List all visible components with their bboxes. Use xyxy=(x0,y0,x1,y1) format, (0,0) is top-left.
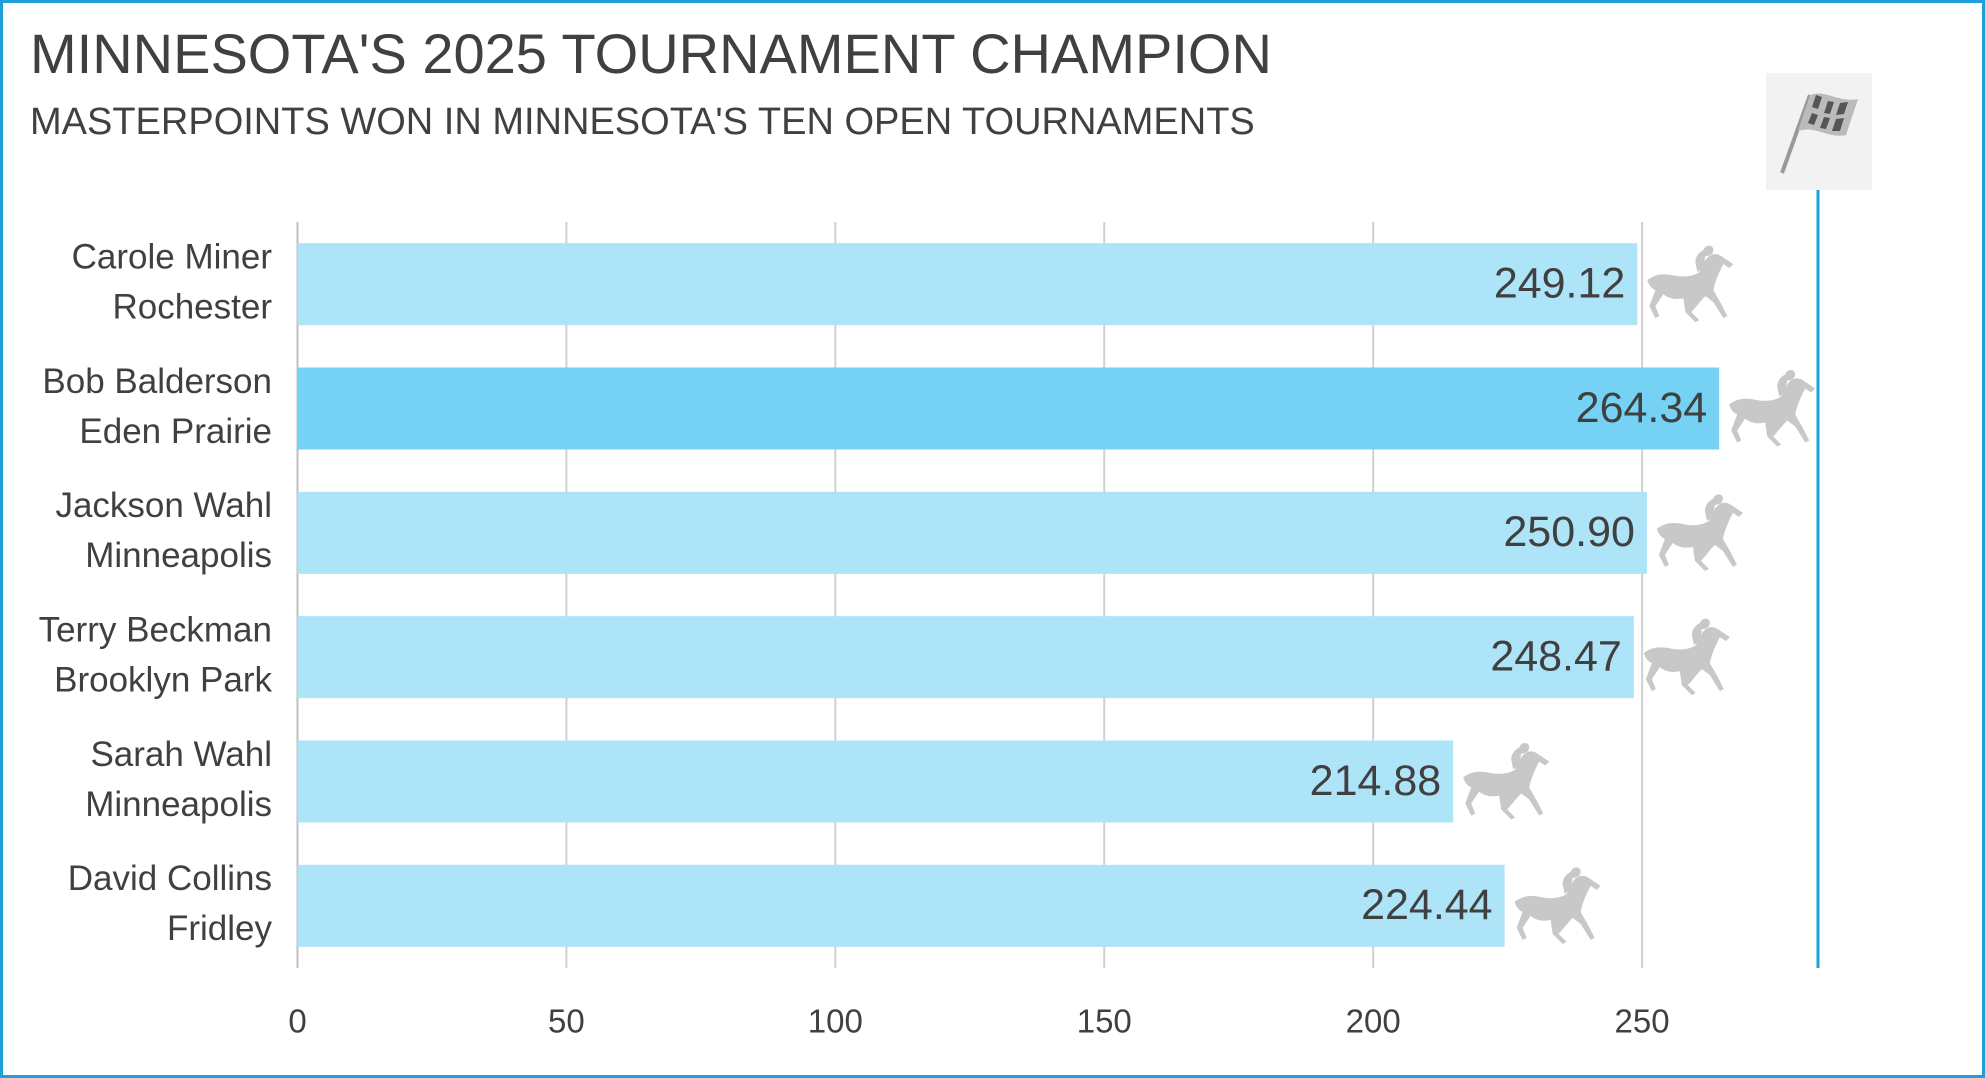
chart-subtitle: MASTERPOINTS WON IN MINNESOTA'S TEN OPEN… xyxy=(30,101,1255,143)
rider-shape xyxy=(1695,245,1714,273)
rider-shape xyxy=(1562,867,1581,894)
x-tick-label: 200 xyxy=(1346,1003,1401,1040)
y-tick-label: Terry Beckman xyxy=(39,610,272,649)
flag-pole xyxy=(1780,94,1812,174)
x-tick-label: 150 xyxy=(1077,1003,1132,1040)
horse-icon xyxy=(1643,618,1730,696)
value-label: 214.88 xyxy=(1310,757,1442,805)
x-tick-label: 0 xyxy=(288,1003,306,1040)
y-tick-label: David Collins xyxy=(68,859,272,898)
value-label: 224.44 xyxy=(1361,881,1493,929)
y-tick-label: Minneapolis xyxy=(85,785,272,824)
rider-shape xyxy=(1691,618,1710,646)
y-tick-label: Fridley xyxy=(167,909,273,948)
bar xyxy=(297,740,1454,823)
horse-shape xyxy=(1729,378,1816,447)
value-label: 248.47 xyxy=(1490,633,1622,681)
chart-title: MINNESOTA'S 2025 TOURNAMENT CHAMPION xyxy=(30,22,1272,85)
y-tick-label: Brooklyn Park xyxy=(54,660,272,699)
flag-cloth xyxy=(1798,93,1858,136)
horse-icon xyxy=(1514,867,1601,944)
horse-shape xyxy=(1647,254,1734,323)
rider-shape xyxy=(1777,370,1796,397)
horse-shape xyxy=(1514,875,1601,944)
bar xyxy=(297,491,1647,574)
rider-shape xyxy=(1704,494,1723,521)
bar xyxy=(297,864,1505,947)
value-label: 264.34 xyxy=(1576,384,1708,432)
horse-shape xyxy=(1656,502,1743,571)
value-label: 250.90 xyxy=(1503,508,1635,556)
y-tick-label: Jackson Wahl xyxy=(55,486,272,525)
finish-flag xyxy=(1766,73,1872,190)
horse-icon xyxy=(1647,245,1734,323)
horse-icon xyxy=(1656,494,1743,571)
y-tick-label: Sarah Wahl xyxy=(90,735,272,774)
horse-icon xyxy=(1729,370,1816,447)
y-tick-label: Bob Balderson xyxy=(42,362,272,401)
rider-shape xyxy=(1511,743,1530,770)
y-tick-label: Minneapolis xyxy=(85,536,272,575)
x-tick-label: 250 xyxy=(1615,1003,1670,1040)
y-tick-label: Carole Miner xyxy=(72,237,273,276)
horse-shape xyxy=(1643,627,1730,696)
y-tick-label: Eden Prairie xyxy=(79,412,272,451)
x-tick-label: 100 xyxy=(808,1003,863,1040)
x-tick-label: 50 xyxy=(548,1003,585,1040)
horse-shape xyxy=(1463,751,1550,820)
bar xyxy=(297,367,1720,450)
horse-icon xyxy=(1463,743,1550,820)
value-label: 249.12 xyxy=(1494,260,1626,308)
bar xyxy=(297,243,1638,326)
bar xyxy=(297,616,1634,699)
y-tick-label: Rochester xyxy=(112,287,272,326)
